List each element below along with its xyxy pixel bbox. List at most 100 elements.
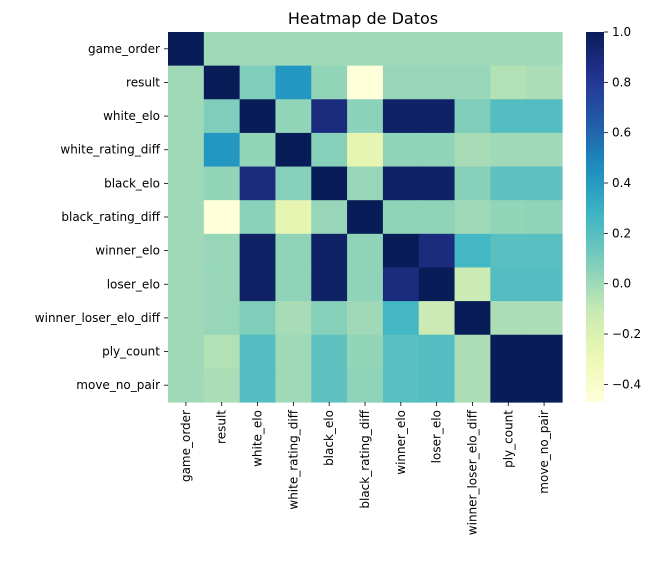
heatmap-cell bbox=[168, 368, 205, 403]
heatmap-cell bbox=[382, 200, 420, 235]
y-tick-label: ply_count bbox=[102, 345, 160, 359]
heatmap-cell bbox=[526, 65, 563, 100]
heatmap-cell bbox=[239, 99, 277, 134]
heatmap-cell bbox=[203, 32, 241, 67]
x-tick-label: white_rating_diff bbox=[286, 409, 300, 509]
colorbar-gradient bbox=[586, 32, 604, 402]
heatmap-cell bbox=[347, 267, 384, 302]
heatmap-cell bbox=[418, 99, 456, 134]
heatmap-cell bbox=[382, 301, 420, 336]
heatmap-cell bbox=[239, 334, 277, 369]
heatmap-cell bbox=[311, 99, 348, 134]
heatmap-cell bbox=[275, 32, 312, 67]
heatmap-cell bbox=[418, 334, 456, 369]
heatmap-cell bbox=[168, 99, 205, 134]
y-tick-label: loser_elo bbox=[107, 277, 160, 291]
heatmap-cell bbox=[490, 132, 527, 168]
y-tick-label: move_no_pair bbox=[76, 378, 160, 392]
heatmap-cell bbox=[311, 32, 348, 67]
heatmap-cell bbox=[526, 233, 563, 269]
heatmap-cell bbox=[168, 301, 205, 336]
x-tick-label: move_no_pair bbox=[537, 410, 551, 494]
colorbar-tick-label: −0.4 bbox=[612, 377, 641, 391]
x-tick-label: loser_elo bbox=[430, 410, 444, 463]
heatmap-cell bbox=[526, 32, 563, 67]
heatmap-cell bbox=[526, 368, 563, 403]
heatmap-cell bbox=[311, 301, 348, 336]
x-tick-label: black_elo bbox=[322, 410, 336, 466]
heatmap-cell bbox=[275, 99, 312, 134]
heatmap-cell bbox=[454, 368, 491, 403]
heatmap-cell bbox=[347, 334, 384, 369]
heatmap-cell bbox=[203, 132, 241, 168]
heatmap-cell bbox=[311, 233, 348, 269]
heatmap-cell bbox=[239, 132, 277, 168]
heatmap-cell bbox=[526, 200, 563, 235]
colorbar-tick-label: 1.0 bbox=[612, 25, 631, 39]
x-tick-label: white_elo bbox=[251, 410, 265, 467]
heatmap-cell bbox=[418, 32, 456, 67]
heatmap-cell bbox=[454, 166, 491, 201]
heatmap-cell bbox=[347, 132, 384, 168]
x-tick-label: ply_count bbox=[501, 410, 515, 468]
colorbar-tick-label: 0.6 bbox=[612, 126, 631, 140]
heatmap-cell bbox=[454, 65, 491, 100]
colorbar-tick-label: 0.4 bbox=[612, 176, 631, 190]
heatmap-cell bbox=[203, 334, 241, 369]
heatmap-cell bbox=[490, 99, 527, 134]
heatmap-cell bbox=[454, 233, 491, 269]
heatmap-cell bbox=[454, 99, 491, 134]
heatmap-cell bbox=[490, 32, 527, 67]
colorbar-tick-label: 0.0 bbox=[612, 277, 631, 291]
heatmap-cell bbox=[311, 65, 348, 100]
heatmap-cell bbox=[490, 334, 527, 369]
heatmap-cell bbox=[239, 166, 277, 201]
heatmap-cell bbox=[347, 65, 384, 100]
y-tick-label: black_rating_diff bbox=[61, 210, 160, 224]
heatmap-cell bbox=[490, 267, 527, 302]
heatmap-cell bbox=[526, 166, 563, 201]
y-tick-label: winner_loser_elo_diff bbox=[35, 311, 161, 325]
heatmap-cell bbox=[311, 334, 348, 369]
heatmap-cell bbox=[418, 301, 456, 336]
heatmap-cell bbox=[347, 99, 384, 134]
heatmap-cell bbox=[526, 334, 563, 369]
y-tick-label: game_order bbox=[88, 42, 160, 56]
heatmap-cell bbox=[311, 166, 348, 201]
heatmap-cell bbox=[454, 32, 491, 67]
heatmap-cell bbox=[239, 267, 277, 302]
heatmap-cell bbox=[347, 301, 384, 336]
heatmap-cell bbox=[490, 368, 527, 403]
y-tick-label: white_elo bbox=[103, 109, 160, 123]
heatmap-cell bbox=[382, 32, 420, 67]
heatmap-cell bbox=[168, 233, 205, 269]
heatmap-cell bbox=[382, 233, 420, 269]
heatmap-cell bbox=[347, 32, 384, 67]
x-tick-label: game_order bbox=[179, 410, 193, 482]
heatmap-cell bbox=[275, 200, 312, 235]
colorbar: −0.4 −0.2 0.0 0.2 0.4 0.6 0.8 1.0 bbox=[586, 25, 641, 402]
heatmap-cell bbox=[239, 233, 277, 269]
heatmap-cells bbox=[168, 32, 563, 403]
heatmap-cell bbox=[168, 132, 205, 168]
y-tick-label: white_rating_diff bbox=[60, 143, 160, 157]
heatmap-cell bbox=[490, 200, 527, 235]
heatmap-cell bbox=[311, 132, 348, 168]
x-tick-label: winner_elo bbox=[394, 410, 408, 475]
heatmap-cell bbox=[418, 267, 456, 302]
heatmap-cell bbox=[203, 65, 241, 100]
heatmap-cell bbox=[454, 200, 491, 235]
heatmap-cell bbox=[275, 267, 312, 302]
chart-title: Heatmap de Datos bbox=[288, 9, 438, 28]
heatmap-cell bbox=[347, 233, 384, 269]
x-axis-ticks: game_order result white_elo white_rating_di… bbox=[179, 402, 551, 535]
heatmap-cell bbox=[526, 301, 563, 336]
heatmap-cell bbox=[382, 166, 420, 201]
heatmap-cell bbox=[239, 200, 277, 235]
heatmap-cell bbox=[239, 65, 277, 100]
x-tick-label: black_rating_diff bbox=[358, 409, 372, 508]
colorbar-tick-label: 0.8 bbox=[612, 75, 631, 89]
heatmap-cell bbox=[239, 32, 277, 67]
heatmap-cell bbox=[382, 99, 420, 134]
